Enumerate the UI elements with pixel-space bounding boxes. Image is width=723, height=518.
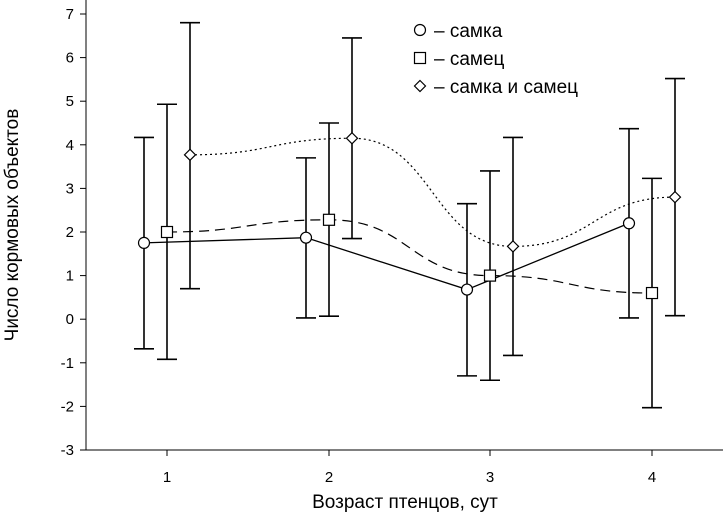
y-tick-label: 6 bbox=[66, 50, 74, 67]
y-tick-label: -2 bbox=[61, 398, 74, 415]
legend-label: – самец bbox=[434, 49, 505, 70]
data-point-square bbox=[645, 286, 659, 300]
y-tick-label: 0 bbox=[66, 311, 74, 328]
data-point-square bbox=[483, 269, 497, 282]
legend: – самка – самец – самка и самец bbox=[413, 21, 578, 98]
data-point-square bbox=[322, 213, 336, 226]
y-axis-ticks: -3 -2 -1 0 1 2 3 4 5 6 7 bbox=[61, 6, 86, 459]
y-tick-label: -3 bbox=[61, 442, 74, 459]
y-tick-label: 4 bbox=[66, 137, 74, 154]
x-axis-title: Возраст птенцов, сут bbox=[312, 492, 498, 513]
plot-area bbox=[85, 0, 723, 451]
legend-marker-square bbox=[413, 51, 427, 65]
y-tick-label: 5 bbox=[66, 93, 74, 110]
series-line-circle bbox=[143, 222, 630, 291]
data-point-circle bbox=[137, 236, 151, 249]
x-tick-label: 2 bbox=[325, 469, 333, 486]
legend-label: – самка bbox=[434, 21, 503, 42]
series-line-diamond bbox=[189, 137, 676, 247]
data-point-diamond bbox=[668, 190, 682, 204]
x-tick-label: 1 bbox=[163, 469, 171, 486]
data-point-circle bbox=[622, 217, 636, 230]
data-point-circle bbox=[460, 283, 474, 296]
series-lines bbox=[143, 137, 676, 294]
y-tick-label: 2 bbox=[66, 224, 74, 241]
legend-marker-circle bbox=[413, 23, 427, 37]
legend-marker-diamond bbox=[413, 79, 427, 93]
x-tick-label: 3 bbox=[486, 469, 494, 486]
data-point-diamond bbox=[506, 240, 520, 253]
y-tick-label: 7 bbox=[66, 6, 74, 23]
data-point-circle bbox=[299, 231, 313, 244]
y-tick-label: -1 bbox=[61, 355, 74, 372]
y-axis-title: Число кормовых объектов bbox=[2, 109, 23, 342]
series-line-square bbox=[166, 219, 653, 294]
y-tick-label: 1 bbox=[66, 268, 74, 285]
error-bars bbox=[134, 21, 685, 409]
y-tick-label: 3 bbox=[66, 180, 74, 197]
data-point-diamond bbox=[183, 148, 197, 162]
x-axis-ticks: 1 2 3 4 bbox=[163, 450, 656, 486]
data-point-square bbox=[160, 225, 174, 239]
legend-label: – самка и самец bbox=[434, 77, 578, 98]
data-point-diamond bbox=[345, 131, 359, 145]
data-markers bbox=[137, 131, 682, 300]
x-tick-label: 4 bbox=[648, 469, 656, 486]
